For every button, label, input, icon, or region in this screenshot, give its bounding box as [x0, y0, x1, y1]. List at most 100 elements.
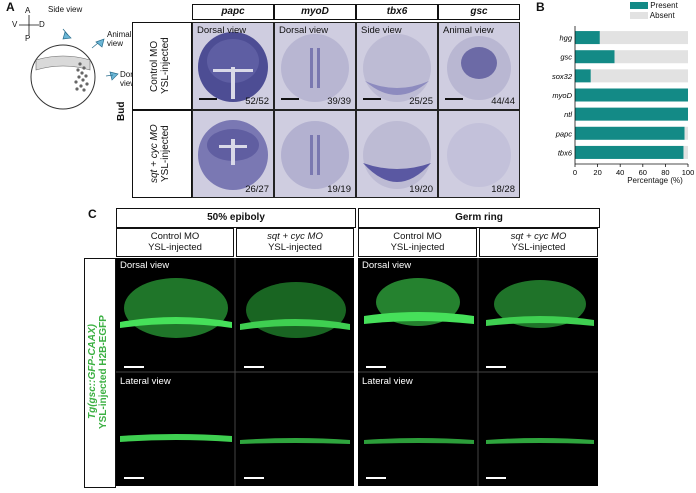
image-control-myod: Dorsal view 39/39 — [274, 22, 356, 110]
group-header-50-epiboly: 50% epiboly — [116, 208, 356, 228]
compass-dorsal: D — [39, 20, 45, 29]
group-header-germ-ring: Germ ring — [358, 208, 600, 228]
row-label-control: Control MO YSL-injected — [149, 27, 175, 105]
row-view-label: Lateral view — [362, 376, 413, 387]
view-label: Dorsal view — [279, 25, 329, 36]
image-control-papc: Dorsal view 52/52 — [192, 22, 274, 110]
compass-posterior: P — [25, 34, 31, 43]
condition-header: Control MO YSL-injected — [358, 228, 477, 257]
embryo-count: 18/28 — [491, 184, 515, 195]
x-tick-label: 100 — [682, 168, 695, 177]
column-header-tbx6: tbx6 — [356, 4, 438, 20]
panel-c-y-label: Tg(gsc::GFP-CAAX) YSL-injected H2B-EGFP — [87, 265, 113, 479]
column-header-myod: myoD — [274, 4, 356, 20]
embryo-count: 25/25 — [409, 96, 433, 107]
image-control-tbx6: Side view 25/25 — [356, 22, 438, 110]
compass-anterior: A — [25, 6, 31, 15]
y-label-line2: YSL-injected H2B-EGFP — [98, 315, 109, 429]
bar-present-papc — [575, 126, 685, 140]
category-label-ntl: ntl — [564, 110, 572, 119]
bar-present-myod — [575, 88, 688, 102]
scale-bar — [445, 98, 463, 100]
category-label-papc: papc — [555, 129, 573, 138]
bar-present-sox32 — [575, 69, 591, 83]
bar-absent-sox32 — [590, 69, 688, 83]
image-sqtcyc-gsc: 18/28 — [438, 110, 520, 198]
bar-absent-hgg — [599, 31, 688, 45]
bar-present-hgg — [575, 31, 600, 45]
x-tick-label: 80 — [661, 168, 669, 177]
image-sqtcyc-tbx6: 19/20 — [356, 110, 438, 198]
x-tick-label: 20 — [593, 168, 601, 177]
condition-line1: sqt + cyc MO — [267, 231, 323, 242]
category-label-sox32: sox32 — [552, 72, 573, 81]
x-tick-label: 40 — [616, 168, 624, 177]
y-label-line1: Tg(gsc::GFP-CAAX) — [87, 324, 98, 420]
bar-chart: Present Absent hgg gsc sox32 myoD ntl papc tbx… — [540, 0, 696, 200]
row-label-sqtcyc: sqt + cyc MO YSL-injected — [149, 115, 175, 193]
scale-bar — [244, 366, 264, 368]
condition-line2: YSL-injected — [268, 242, 322, 253]
condition-line2: YSL-injected — [390, 242, 445, 253]
scale-bar — [486, 477, 506, 479]
compass-ventral: V — [12, 20, 18, 29]
category-label-gsc: gsc — [560, 53, 572, 62]
row-view-label: Dorsal view — [362, 260, 412, 271]
animal-view-label: Animal view — [107, 30, 132, 48]
category-label-myod: myoD — [552, 91, 572, 100]
bar-present-gsc — [575, 50, 615, 64]
condition-line1: Control MO — [150, 231, 200, 242]
scale-bar — [363, 98, 381, 100]
legend-label-present: Present — [650, 1, 678, 10]
condition-line2: YSL-injected — [511, 242, 566, 253]
embryo-count: 39/39 — [327, 96, 351, 107]
category-label-tbx6: tbx6 — [558, 148, 573, 157]
view-label: Dorsal view — [197, 25, 247, 36]
embryo-count: 19/20 — [409, 184, 433, 195]
embryo-schematic-icon — [30, 28, 119, 110]
condition-header: sqt + cyc MO YSL-injected — [236, 228, 354, 257]
row-label-control-line2: YSL-injected — [160, 37, 171, 95]
dorsal-view-label: Dorsal view — [120, 70, 143, 88]
image-sqtcyc-papc: 26/27 — [192, 110, 274, 198]
scale-bar — [281, 98, 299, 100]
x-tick-label: 60 — [639, 168, 647, 177]
scale-bar — [486, 366, 506, 368]
chart-plot: hgg gsc sox32 myoD ntl papc tbx6 0 20 40 60 80 100 — [552, 26, 695, 177]
fluorescence-block-50-epiboly: Dorsal view Lateral view — [116, 258, 354, 486]
panel-b-letter: B — [536, 0, 545, 14]
row-label-box-sqtcyc: sqt + cyc MO YSL-injected — [132, 110, 192, 198]
condition-line2: YSL-injected — [148, 242, 202, 253]
panel-c-y-label-box: Tg(gsc::GFP-CAAX) YSL-injected H2B-EGFP — [84, 258, 116, 488]
embryo-count: 26/27 — [245, 184, 269, 195]
fluorescence-block-germ-ring: Dorsal view Lateral view — [358, 258, 598, 486]
row-view-label: Dorsal view — [120, 260, 170, 271]
scale-bar — [124, 477, 144, 479]
image-sqtcyc-myod: 19/19 — [274, 110, 356, 198]
column-header-papc: papc — [192, 4, 274, 20]
compass-arrows-icon — [19, 15, 39, 35]
embryo-count: 52/52 — [245, 96, 269, 107]
scale-bar — [124, 366, 144, 368]
x-tick-label: 0 — [573, 168, 577, 177]
x-axis-label: Percentage (%) — [627, 176, 683, 185]
bar-present-ntl — [575, 107, 688, 121]
legend-swatch-present — [630, 2, 648, 10]
legend-label-absent: Absent — [649, 11, 675, 20]
scale-bar — [199, 98, 217, 100]
image-control-gsc: Animal view 44/44 — [438, 22, 520, 110]
view-label: Animal view — [443, 25, 494, 36]
scale-bar — [244, 477, 264, 479]
condition-line1: sqt + cyc MO — [510, 231, 567, 242]
stage-label-bud: Bud — [116, 101, 127, 121]
embryo-count: 44/44 — [491, 96, 515, 107]
scale-bar — [366, 477, 386, 479]
bar-absent-tbx6 — [683, 145, 688, 159]
row-label-control-line1: Control MO — [149, 40, 160, 92]
bar-present-tbx6 — [575, 145, 684, 159]
view-label: Side view — [361, 25, 402, 36]
condition-header: Control MO YSL-injected — [116, 228, 234, 257]
column-header-gsc: gsc — [438, 4, 520, 20]
orientation-compass: A P V D — [12, 6, 45, 56]
legend-item-absent: Absent — [630, 11, 678, 21]
